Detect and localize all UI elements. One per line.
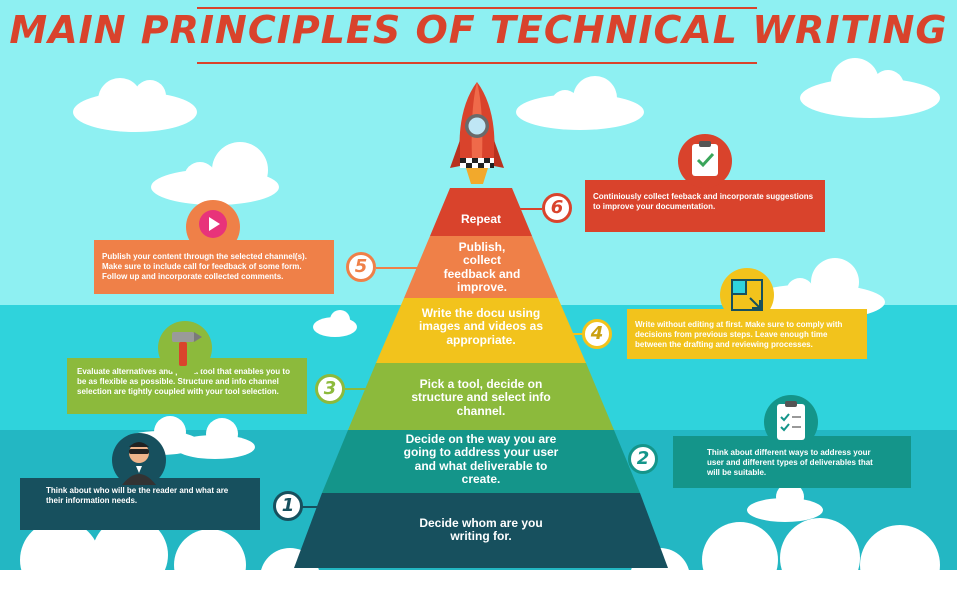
step-number-4: 4 [582,319,612,349]
tier-5-shape [404,236,558,298]
tier-3-shape [348,363,614,430]
tier-4-shape [376,298,586,363]
title-rule-top [197,7,757,9]
step-number-6: 6 [542,193,572,223]
page-title: Main Principles of Technical Writing [9,8,948,52]
connector-2 [610,459,626,461]
step-number-2: 2 [628,444,658,474]
title-rule-bottom [197,62,757,64]
checklist-clipboard-icon [764,395,818,449]
approved-clipboard-icon [678,134,732,188]
step-number-5: 5 [346,252,376,282]
step-number-3: 3 [315,374,345,404]
step-2-description: Think about different ways to address yo… [673,436,911,488]
tier-4-label: Write the docu using images and videos a… [418,306,544,347]
crop-frame-icon [720,268,774,322]
connector-6 [514,208,542,210]
tier-5-label: Publish, collect feedback and improve. [443,240,521,295]
step-6-description: Continiously collect feeback and incorpo… [585,180,825,232]
hammer-icon [158,321,212,375]
connector-5 [376,267,420,269]
rocket-icon [450,82,504,184]
tier-1-shape [294,493,668,568]
tier-3-label: Pick a tool, decide on structure and sel… [411,377,551,418]
step-number-1: 1 [273,491,303,521]
connector-3 [345,388,369,390]
connector-4 [560,333,582,335]
tier-6-shape [430,188,532,236]
step-4-description: Write without editing at first. Make sur… [627,309,867,359]
tier-6-label: Repeat [460,212,501,226]
tier-1-label: Decide whom are you writing for. [419,516,543,544]
tier-2-shape [322,430,640,493]
tier-2-label: Decide on the way you are going to addre… [403,432,559,487]
reader-avatar-icon [112,433,166,487]
connector-1 [302,506,324,508]
play-button-icon [186,200,240,254]
